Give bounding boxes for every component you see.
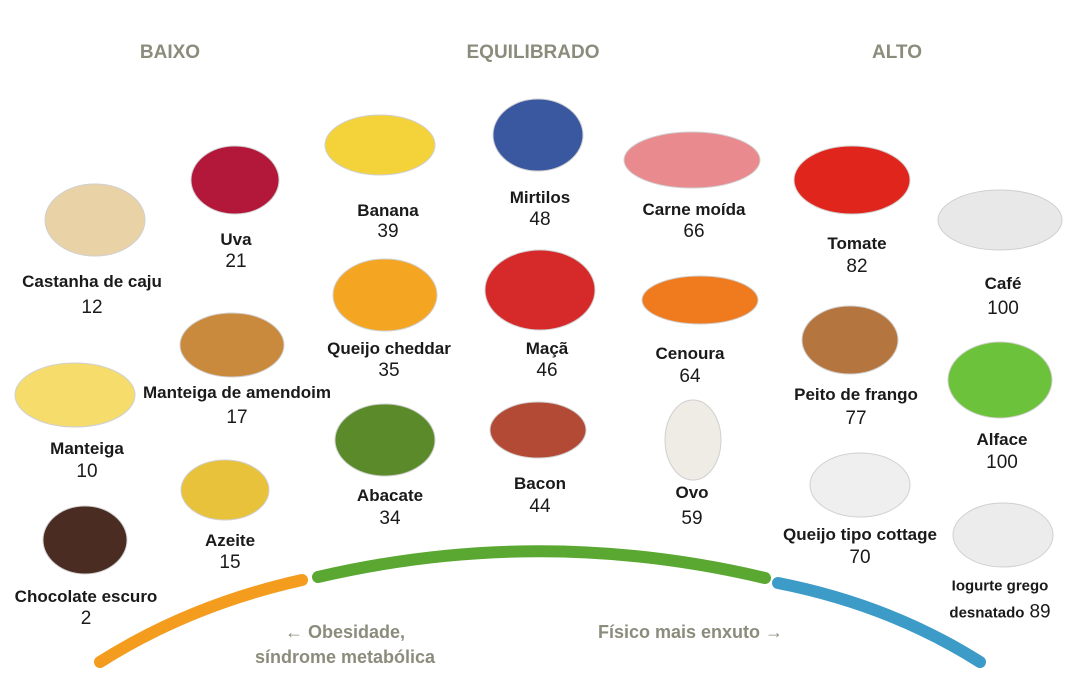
caption-line: síndrome metabólica (255, 647, 436, 667)
food-image (492, 98, 584, 172)
food-image (947, 341, 1053, 419)
food-name: Peito de frango (794, 385, 918, 404)
food-value: 66 (683, 221, 705, 242)
food-image (44, 183, 146, 257)
food-name: Castanha de caju (22, 272, 162, 291)
food-name: Queijo cheddar (327, 339, 451, 358)
food-name: Manteiga de amendoim (143, 383, 331, 402)
food-value: 59 (681, 508, 703, 529)
food-value: 82 (846, 256, 868, 277)
food-image (489, 401, 587, 459)
food-name: Chocolate escuro (14, 587, 158, 606)
food-name: Banana (357, 201, 419, 220)
food-image (809, 452, 911, 518)
food-image (180, 459, 270, 521)
food-image (623, 131, 761, 189)
food-value: 48 (529, 209, 551, 230)
header: ALTO (872, 42, 922, 63)
food-value: 10 (76, 461, 98, 482)
food-value: 21 (225, 251, 247, 272)
food-image (190, 145, 280, 215)
food-name: Cenoura (655, 344, 725, 363)
food-name: Mirtilos (509, 188, 571, 207)
food-image (801, 305, 899, 375)
food-name: Uva (220, 230, 252, 249)
caption-right: Físico mais enxuto → (598, 622, 784, 642)
food-value: 44 (529, 496, 551, 517)
food-name: Azeite (204, 531, 256, 550)
high-arc (772, 577, 986, 668)
food-name: Tomate (827, 234, 887, 253)
food-value: 46 (536, 360, 558, 381)
food-name: Abacate (356, 486, 424, 505)
food-image (14, 362, 136, 428)
food-image (179, 312, 285, 378)
food-name: Maçã (525, 339, 569, 358)
header: EQUILIBRADO (466, 42, 600, 63)
balanced-arc (312, 545, 771, 584)
food-value: 89 (1029, 601, 1051, 623)
food-name: Alface (976, 430, 1028, 449)
food-name: Queijo tipo cottage (783, 525, 937, 544)
food-image (484, 249, 596, 331)
food-name: Iogurte grego desnatado (949, 577, 1049, 622)
food-image (42, 505, 128, 575)
food-value: 70 (849, 547, 871, 568)
header: BAIXO (139, 42, 201, 63)
food-image (664, 399, 722, 481)
food-image (793, 145, 911, 215)
food-value: 15 (219, 552, 241, 573)
food-image (937, 189, 1063, 251)
food-image (641, 275, 759, 325)
food-name: Bacon (514, 474, 566, 493)
food-label: Iogurte grego desnatado 89 (940, 574, 1060, 627)
food-value: 39 (377, 221, 399, 242)
food-value: 100 (987, 298, 1019, 319)
food-value: 100 (986, 452, 1018, 473)
food-name: Manteiga (50, 439, 124, 458)
food-value: 2 (80, 608, 92, 629)
food-image (952, 502, 1054, 568)
food-name: Ovo (675, 483, 709, 502)
low-arc (94, 574, 308, 668)
food-value: 77 (845, 408, 867, 429)
food-value: 34 (379, 508, 401, 529)
food-value: 12 (81, 297, 103, 318)
food-image (332, 258, 438, 332)
food-image (334, 403, 436, 477)
food-value: 35 (378, 360, 400, 381)
food-name: Café (984, 274, 1022, 293)
food-name: Carne moída (642, 200, 746, 219)
food-value: 17 (226, 407, 248, 428)
food-value: 64 (679, 366, 701, 387)
caption-line: ← Obesidade, (285, 622, 406, 642)
caption-left: ← Obesidade, síndrome metabólica (255, 620, 435, 670)
food-image (324, 114, 436, 176)
